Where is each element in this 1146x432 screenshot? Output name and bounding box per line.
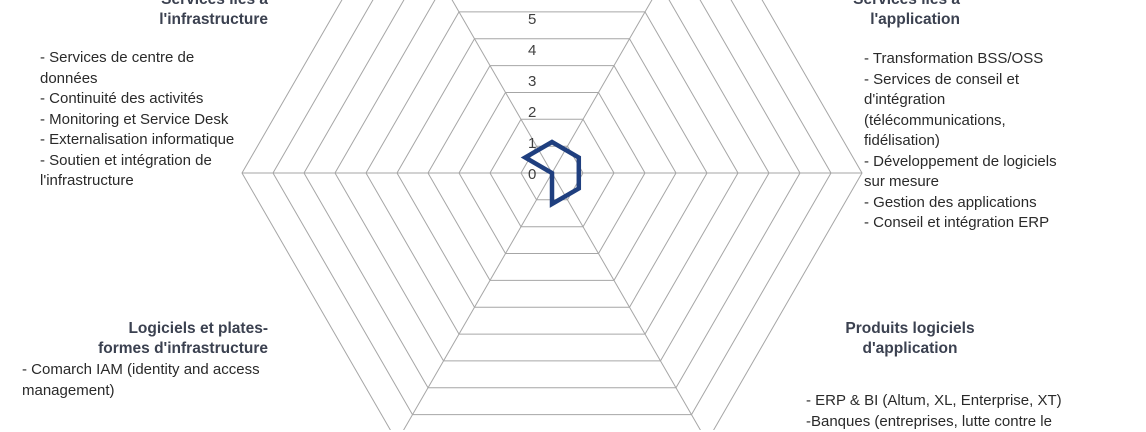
infrastructure-software-list: - Comarch IAM (identity and access manag… [22,360,322,401]
axis-title-line: d'application [830,339,990,359]
application-services-list: - Transformation BSS/OSS - Services de c… [864,49,1124,234]
list-item: - ERP & BI (Altum, XL, Enterprise, XT) [806,391,1136,412]
axis-title-line: Produits logiciels [830,319,990,339]
radar-grid [242,0,862,430]
list-item: -Banques (entreprises, lutte contre le [806,412,1136,432]
tick-label: 4 [528,42,536,59]
tick-label: 5 [528,11,536,28]
list-item: fidélisation) [864,131,1124,152]
list-item: - Monitoring et Service Desk [40,110,280,131]
tick-label: 2 [528,104,536,121]
axis-title-line: Services liés à [853,0,960,10]
axis-title-application-services: Services liés à l'application [853,0,960,30]
list-item: données [40,69,280,90]
list-item: management) [22,381,322,402]
axis-title-line: formes d'infrastructure [98,339,268,359]
list-item: - Comarch IAM (identity and access [22,360,322,381]
list-item: l'infrastructure [40,171,280,192]
list-item: - Développement de logiciels [864,152,1124,173]
grid-ring [242,0,862,430]
list-item: - Externalisation informatique [40,130,280,151]
axis-title-line: l'application [853,10,960,30]
list-item: sur mesure [864,172,1124,193]
tick-label: 3 [528,73,536,90]
axis-title-infrastructure-services: Services liés à l'infrastructure [159,0,268,30]
list-item: - Services de centre de [40,48,280,69]
list-item: (télécommunications, [864,111,1124,132]
radar-spokes [242,0,862,430]
list-item: - Soutien et intégration de [40,151,280,172]
tick-label: 0 [528,166,536,183]
infrastructure-services-list: - Services de centre de données - Contin… [40,48,280,192]
axis-title-application-software: Produits logiciels d'application [830,319,990,359]
application-software-list: - ERP & BI (Altum, XL, Enterprise, XT) -… [806,391,1136,432]
list-item: d'intégration [864,90,1124,111]
axis-title-line: l'infrastructure [159,10,268,30]
grid-ring [273,0,831,415]
axis-title-line: Logiciels et plates- [98,319,268,339]
list-item: - Gestion des applications [864,193,1124,214]
list-item: - Transformation BSS/OSS [864,49,1124,70]
list-item: - Conseil et intégration ERP [864,213,1124,234]
axis-spoke [397,173,552,430]
axis-spoke [552,173,707,430]
list-item: - Continuité des activités [40,89,280,110]
list-item: - Services de conseil et [864,70,1124,91]
axis-title-infrastructure-software: Logiciels et plates- formes d'infrastruc… [98,319,268,359]
axis-title-line: Services liés à [159,0,268,10]
